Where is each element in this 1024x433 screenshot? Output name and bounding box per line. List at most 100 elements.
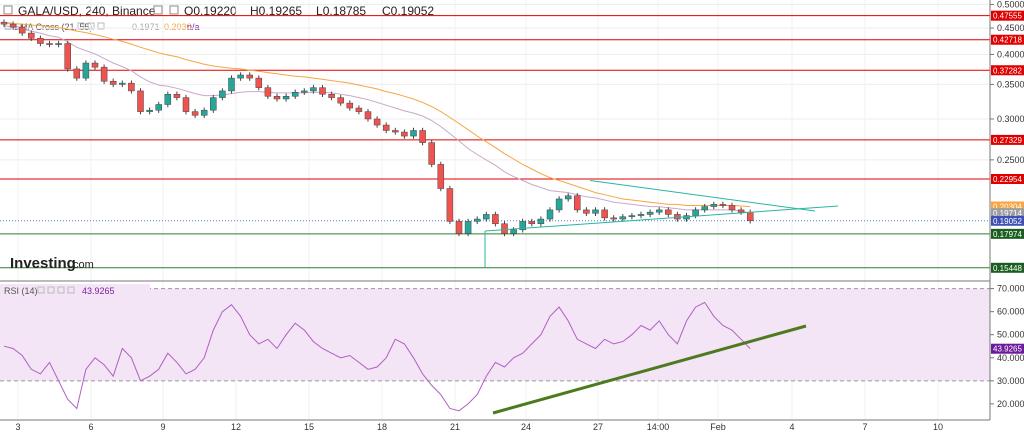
candle xyxy=(0,19,8,27)
candle xyxy=(100,64,108,84)
triangle-upper-line[interactable] xyxy=(589,180,816,212)
candle-body xyxy=(155,104,162,111)
rsi-collapse-icon[interactable] xyxy=(37,286,45,294)
candle xyxy=(164,91,172,108)
candle xyxy=(555,196,563,213)
indicator-settings-icon[interactable] xyxy=(77,22,85,30)
candle-body xyxy=(719,204,727,206)
candle-body xyxy=(655,209,663,213)
level-tag-3: 0.27329 xyxy=(993,136,1022,145)
time-tick-label-7: 24 xyxy=(521,422,531,432)
triangle-lower-line[interactable] xyxy=(484,205,839,232)
time-axis[interactable] xyxy=(0,419,1024,433)
candle-body xyxy=(574,195,581,211)
candle xyxy=(264,84,272,99)
candle xyxy=(310,84,317,94)
candle xyxy=(246,72,253,81)
candle-body xyxy=(9,23,17,28)
rsi-line xyxy=(3,301,751,412)
candle-body xyxy=(546,209,554,220)
candle xyxy=(91,60,99,70)
candles xyxy=(0,19,754,237)
candle-body xyxy=(583,209,590,214)
time-tick-label-1: 6 xyxy=(88,422,93,432)
candle-body xyxy=(628,215,636,217)
candle-body xyxy=(91,62,99,68)
settings-icon[interactable] xyxy=(153,5,163,15)
candle-body xyxy=(210,97,217,111)
candle-body xyxy=(128,82,135,92)
time-tick-label-6: 21 xyxy=(450,422,460,432)
candle xyxy=(55,40,62,48)
rsi-value: 43.9265 xyxy=(82,286,115,296)
rsi-remove-icon[interactable] xyxy=(67,286,75,294)
candle-body xyxy=(328,93,335,98)
watermark-brand: Investing xyxy=(10,255,76,272)
time-tick-label-10: Feb xyxy=(710,422,726,432)
candle-body xyxy=(264,87,272,97)
candle-body xyxy=(237,74,244,79)
time-tick-label-13: 10 xyxy=(933,422,943,432)
candle-body xyxy=(373,118,381,126)
ema-fast-value: 0.1971 xyxy=(132,22,160,32)
time-tick-label-0: 3 xyxy=(15,422,20,432)
candle xyxy=(228,75,235,94)
candle-body xyxy=(82,62,90,79)
candle-body xyxy=(355,107,363,112)
ema-slow-value: 0.2030 xyxy=(164,22,192,32)
candle-body xyxy=(392,130,399,133)
candle xyxy=(546,207,554,222)
candle xyxy=(492,211,499,227)
candle-body xyxy=(291,91,299,97)
level-tag-0-box xyxy=(991,10,1024,21)
rsi-hide-icon[interactable] xyxy=(57,286,65,294)
level-tag-0: 0.47555 xyxy=(993,12,1022,21)
candle xyxy=(728,202,736,213)
candle xyxy=(446,185,454,225)
rsi-label: RSI (14) xyxy=(4,286,38,296)
level-tag-1: 0.42718 xyxy=(993,36,1022,45)
candle-body xyxy=(665,209,672,215)
candle xyxy=(528,218,536,227)
candle xyxy=(319,84,326,97)
time-tick-label-5: 18 xyxy=(377,422,387,432)
candle-body xyxy=(410,130,417,137)
candle-body xyxy=(701,206,708,211)
candle-body xyxy=(137,90,144,112)
candle-body xyxy=(455,221,463,234)
rsi-trendline[interactable] xyxy=(492,324,807,415)
candle-body xyxy=(282,96,290,100)
rsi-settings-icon[interactable] xyxy=(47,286,55,294)
ema-fast-line xyxy=(3,25,751,214)
rsi-header: RSI (14) 43.9265 xyxy=(0,284,150,298)
watermark-suffix: .com xyxy=(70,259,94,271)
candle-body xyxy=(728,205,736,211)
candle-body xyxy=(346,102,354,109)
candle xyxy=(382,122,390,134)
indicator-remove-icon[interactable] xyxy=(97,22,105,30)
candle xyxy=(28,30,35,41)
candle xyxy=(291,89,299,99)
candle-body xyxy=(55,43,62,45)
candle xyxy=(328,91,335,101)
candle-body xyxy=(510,229,517,234)
level-tag-6: 0.15448 xyxy=(993,264,1022,273)
ema-lines xyxy=(3,22,751,214)
hide-icon[interactable] xyxy=(169,5,179,15)
collapse-icon[interactable] xyxy=(3,5,13,15)
price-tag-0: 0.20304 xyxy=(993,203,1022,212)
candle xyxy=(710,201,718,210)
candle xyxy=(64,40,71,72)
candle-body xyxy=(737,209,745,213)
price-tag-1: 0.19714 xyxy=(993,209,1022,218)
level-tag-2: 0.37282 xyxy=(993,66,1022,75)
candle-body xyxy=(601,209,608,219)
